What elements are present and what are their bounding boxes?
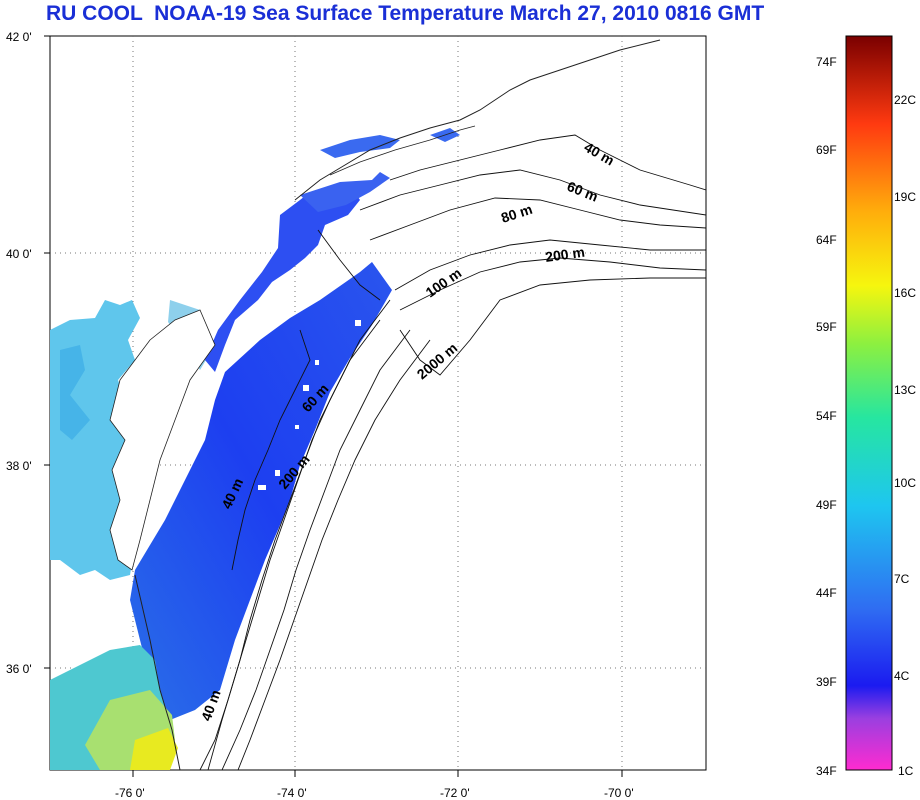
bathymetry-contours <box>199 134 706 770</box>
colorbar-c-label: 7C <box>894 572 910 586</box>
coastline-north <box>294 39 661 201</box>
colorbar-f-label: 74F <box>816 55 837 69</box>
lon-tick-label: -74 0' <box>277 786 307 800</box>
colorbar-f-label: 59F <box>816 320 837 334</box>
colorbar-c-label: 13C <box>894 383 916 397</box>
cloud-gaps <box>258 320 361 490</box>
colorbar-c-label: 19C <box>894 190 916 204</box>
lat-tick-label: 36 0' <box>6 662 32 676</box>
colorbar-f-label: 49F <box>816 498 837 512</box>
colorbar-c-label: 4C <box>894 669 910 683</box>
colorbar-c-label: 16C <box>894 286 916 300</box>
axis-ticks <box>44 35 623 777</box>
delmarva-peninsula <box>109 309 216 571</box>
lon-tick-label: -72 0' <box>440 786 470 800</box>
colorbar-f-label: 69F <box>816 143 837 157</box>
colorbar-c-label: 22C <box>894 93 916 107</box>
colorbar-f-label: 54F <box>816 409 837 423</box>
lon-tick-label: -76 0' <box>115 786 145 800</box>
colorbar-f-label: 64F <box>816 233 837 247</box>
lat-tick-label: 40 0' <box>6 247 32 261</box>
colorbar <box>845 35 893 771</box>
colorbar-celsius-labels: 22C 19C 16C 13C 10C 7C 4C 1C <box>894 93 916 778</box>
contour-label: 200 m <box>544 244 586 265</box>
map-title: RU COOL NOAA-19 Sea Surface Temperature … <box>46 2 765 25</box>
colorbar-f-label: 44F <box>816 586 837 600</box>
colorbar-f-label: 34F <box>816 764 837 778</box>
lon-tick-label: -70 0' <box>604 786 634 800</box>
colorbar-c-label: 1C <box>898 764 914 778</box>
colorbar-f-label: 39F <box>816 675 837 689</box>
colorbar-c-label: 10C <box>894 476 916 490</box>
lat-tick-label: 38 0' <box>6 459 32 473</box>
shelf-sst-swath <box>130 262 392 720</box>
colorbar-fahrenheit-labels: 74F 69F 64F 59F 54F 49F 44F 39F 34F <box>816 55 837 778</box>
lat-tick-label: 42 0' <box>6 30 32 44</box>
